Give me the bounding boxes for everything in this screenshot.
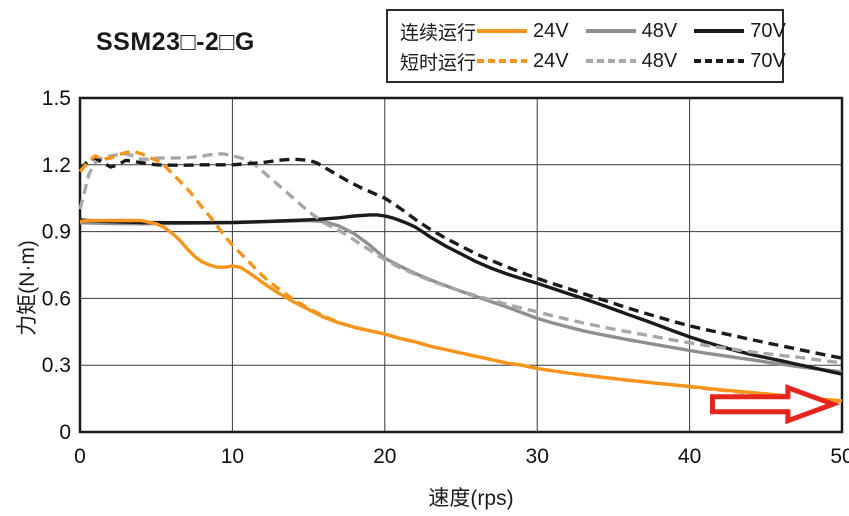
legend-line-70v-short-time-icon <box>694 59 745 63</box>
legend-voltage-label-24v-continuous: 24V <box>533 19 569 42</box>
legend-label-short-time: 短时运行 <box>400 52 477 74</box>
x-tick-label: 30 <box>526 445 549 468</box>
legend-voltage-label-70v-short-time: 70V <box>750 49 786 72</box>
legend-row-continuous: 连续运行 24V 48V 70V <box>400 18 786 45</box>
legend-item-24v-continuous: 24V <box>476 20 569 43</box>
y-tick-label: 0 <box>59 421 71 444</box>
legend-item-70v-continuous: 70V <box>693 20 786 43</box>
plot-frame <box>78 96 844 434</box>
legend-line-24v-continuous-icon <box>477 29 528 33</box>
legend-line-48v-continuous-icon <box>585 29 636 33</box>
speed-extension-arrow-icon <box>710 384 841 425</box>
legend-voltage-label-48v-short-time: 48V <box>641 49 678 72</box>
legend-voltage-label-24v-short-time: 24V <box>533 49 569 72</box>
legend-line-70v-continuous-icon <box>694 29 745 33</box>
curve-70v-short-time <box>78 156 843 360</box>
legend-voltage-label-48v-continuous: 48V <box>641 19 678 42</box>
curve-70v-continuous <box>79 213 843 376</box>
legend-item-24v-short-time: 24V <box>476 50 569 73</box>
legend-voltage-label-70v-continuous: 70V <box>750 19 786 42</box>
x-tick-label: 10 <box>221 445 244 468</box>
legend: 连续运行 24V 48V 70V 短时运行 24V 48V <box>386 9 786 83</box>
x-axis-label: 速度(rps) <box>428 487 514 510</box>
curve-24v-short-time <box>78 149 843 404</box>
x-tick-label: 40 <box>678 445 701 468</box>
y-tick-label: 0.9 <box>42 221 71 244</box>
y-tick-label: 0.6 <box>42 287 71 310</box>
x-tick-label: 0 <box>74 445 86 468</box>
legend-item-48v-continuous: 48V <box>585 19 678 43</box>
y-tick-label: 0.3 <box>42 354 71 377</box>
legend-label-continuous: 连续运行 <box>400 22 477 44</box>
legend-item-48v-short-time: 48V <box>585 49 678 73</box>
x-tick-label: 50 <box>830 445 849 468</box>
curve-24v-continuous <box>79 218 843 403</box>
legend-row-short-time: 短时运行 24V 48V 70V <box>400 48 786 75</box>
curve-48v-short-time <box>78 152 843 365</box>
y-axis-label: 力矩(N·m) <box>16 240 39 336</box>
legend-item-70v-short-time: 70V <box>693 50 786 73</box>
legend-line-48v-short-time-icon <box>585 59 636 63</box>
y-tick-label: 1.5 <box>42 87 71 110</box>
y-tick-label: 1.2 <box>42 154 71 177</box>
chart-title: SSM23□-2□G <box>96 28 255 56</box>
x-tick-label: 20 <box>373 445 396 468</box>
legend-line-24v-short-time-icon <box>477 59 528 63</box>
